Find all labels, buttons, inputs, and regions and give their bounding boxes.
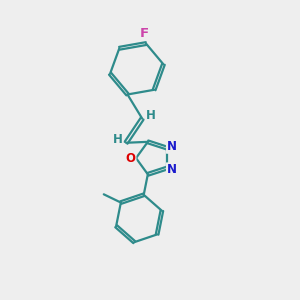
Text: H: H bbox=[113, 133, 123, 146]
Text: H: H bbox=[146, 109, 155, 122]
Text: N: N bbox=[167, 140, 177, 153]
Text: O: O bbox=[126, 152, 136, 165]
Text: F: F bbox=[140, 27, 149, 40]
Text: N: N bbox=[167, 163, 177, 176]
